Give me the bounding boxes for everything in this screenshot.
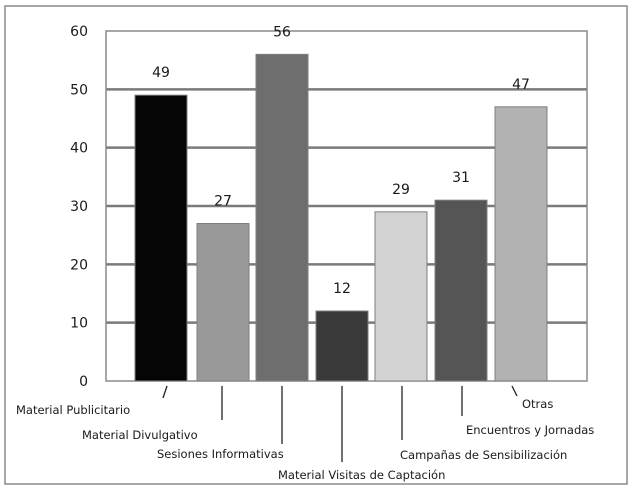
y-tick-label: 10 bbox=[70, 316, 88, 332]
y-tick-label: 20 bbox=[70, 257, 88, 273]
value-label: 49 bbox=[152, 65, 170, 81]
category-label: Campañas de Sensibilización bbox=[400, 448, 567, 462]
label-leader-line bbox=[162, 385, 168, 399]
category-label: Sesiones Informativas bbox=[157, 447, 284, 461]
bars bbox=[134, 53, 548, 382]
label-leaders bbox=[162, 385, 518, 462]
value-label: 31 bbox=[452, 170, 470, 186]
category-label: Encuentros y Jornadas bbox=[466, 423, 594, 437]
bar bbox=[315, 310, 369, 382]
bar bbox=[374, 211, 428, 382]
y-tick-label: 0 bbox=[79, 374, 88, 390]
value-label: 27 bbox=[214, 194, 232, 210]
bar bbox=[255, 53, 309, 382]
value-label: 29 bbox=[392, 182, 410, 198]
y-tick-label: 50 bbox=[70, 82, 88, 98]
bar bbox=[494, 106, 548, 382]
bar bbox=[196, 223, 250, 382]
value-label: 12 bbox=[333, 281, 351, 297]
y-tick-label: 40 bbox=[70, 141, 88, 157]
category-labels: Material Publicitario Material Divulgativ… bbox=[16, 397, 594, 482]
category-label: Material Visitas de Captación bbox=[278, 468, 445, 482]
value-label: 47 bbox=[512, 77, 530, 93]
bar bbox=[434, 199, 488, 382]
y-axis-ticks: 0 10 20 30 40 50 60 bbox=[70, 24, 88, 390]
bar bbox=[134, 94, 188, 382]
y-tick-label: 30 bbox=[70, 199, 88, 215]
category-label: Material Divulgativo bbox=[82, 428, 198, 442]
value-labels: 49 27 56 12 29 31 47 bbox=[152, 24, 530, 297]
value-label: 56 bbox=[273, 24, 291, 40]
chart-frame bbox=[4, 5, 628, 485]
label-leader-line bbox=[511, 385, 518, 397]
y-tick-label: 60 bbox=[70, 24, 88, 40]
category-label: Otras bbox=[522, 397, 553, 411]
category-label: Material Publicitario bbox=[16, 403, 130, 417]
